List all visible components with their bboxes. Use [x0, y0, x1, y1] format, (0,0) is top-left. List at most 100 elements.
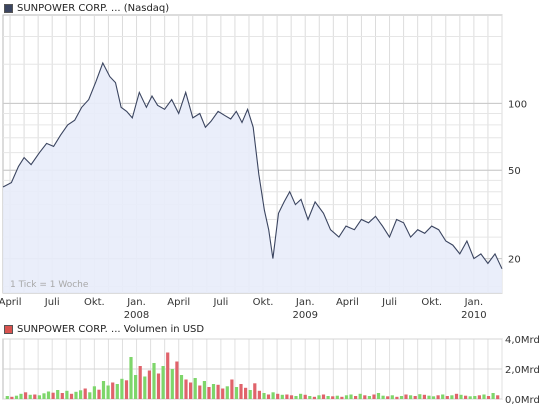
volume-bar — [74, 391, 78, 399]
volume-bar — [399, 396, 404, 399]
volume-bar — [101, 381, 106, 399]
volume-bar — [450, 395, 454, 400]
volume-bar — [299, 393, 303, 400]
volume-bar — [24, 392, 28, 400]
volume-legend: SUNPOWER CORP. ... Volumen in USD — [4, 323, 204, 335]
volume-bar — [175, 361, 179, 399]
volume-bar — [271, 392, 275, 400]
volume-bar — [390, 395, 394, 400]
volume-bar — [106, 385, 110, 399]
volume-bar — [193, 378, 197, 399]
x-tick-label: Juli — [381, 297, 397, 308]
y-tick-label: 20 — [508, 255, 521, 266]
volume-bar — [372, 394, 376, 399]
volume-bar — [33, 394, 37, 399]
volume-bar — [477, 395, 481, 400]
volume-bar — [276, 393, 280, 400]
volume-bar — [363, 395, 367, 400]
volume-bar — [88, 392, 92, 400]
volume-bar — [5, 396, 9, 399]
volume-bar — [395, 396, 399, 400]
volume-bar — [230, 379, 234, 399]
volume-tick-label: 2,0Mrd — [505, 365, 540, 376]
volume-bar — [289, 395, 294, 400]
volume-bar — [486, 396, 491, 399]
volume-bar — [409, 395, 413, 400]
x-tick-label: Jan. — [295, 297, 315, 308]
volume-bar — [143, 376, 147, 399]
x-tick-label: Okt. — [84, 297, 105, 308]
volume-bar — [65, 390, 69, 400]
volume-bar — [367, 396, 371, 399]
volume-bar — [115, 384, 119, 399]
volume-bar — [79, 390, 83, 399]
volume-bar — [491, 393, 495, 399]
x-tick-label: Juli — [212, 297, 228, 308]
volume-bar — [60, 393, 64, 399]
volume-bar — [37, 395, 41, 400]
volume-bar — [92, 386, 96, 400]
volume-bar — [441, 394, 445, 399]
x-tick-label: Jan. — [126, 297, 146, 308]
volume-bar — [225, 386, 229, 400]
volume-bar — [386, 396, 390, 399]
volume-bar — [120, 378, 124, 400]
volume-bar — [216, 384, 220, 400]
volume-bar — [376, 393, 381, 399]
volume-bar — [184, 379, 188, 399]
volume-bar — [147, 370, 151, 399]
volume-bar — [211, 384, 216, 399]
volume-bar — [321, 394, 326, 399]
volume-bar — [317, 395, 321, 400]
tick-annotation: 1 Tick = 1 Woche — [10, 280, 89, 290]
volume-bar — [19, 393, 23, 400]
volume-bar — [454, 393, 459, 400]
volume-bar — [83, 388, 87, 399]
x-tick-label: Jan. — [464, 297, 484, 308]
volume-bar — [285, 394, 289, 399]
x-tick-year-label: 2010 — [461, 310, 486, 321]
volume-bar — [69, 393, 74, 400]
volume-bar — [248, 390, 252, 399]
volume-bar — [349, 394, 353, 399]
x-tick-year-label: 2008 — [124, 310, 149, 321]
volume-bar — [46, 391, 51, 399]
x-tick-label: Okt. — [253, 297, 274, 308]
volume-bar — [124, 380, 129, 400]
volume-bar — [413, 396, 417, 399]
volume-bar — [253, 383, 257, 400]
volume-tick-label: 0,0Mrd — [505, 395, 540, 406]
volume-bar — [42, 393, 46, 399]
x-tick-label: April — [167, 297, 190, 308]
volume-bar — [156, 373, 161, 399]
volume-bar — [482, 394, 486, 399]
volume-tick-label: 4,0Mrd — [505, 335, 540, 346]
volume-bar — [331, 396, 335, 399]
volume-bar — [202, 381, 206, 399]
volume-bar — [14, 395, 19, 399]
price-legend-swatch — [4, 3, 13, 13]
volume-bar — [239, 384, 243, 399]
volume-bar — [358, 393, 362, 400]
volume-bar — [170, 369, 174, 399]
volume-bar — [418, 394, 422, 399]
volume-bar — [308, 396, 312, 399]
volume-bar — [221, 388, 225, 399]
volume-bar — [473, 396, 477, 399]
volume-bar — [10, 396, 14, 400]
volume-bar — [111, 382, 115, 399]
volume-bar — [431, 396, 436, 399]
volume-bar — [189, 382, 193, 399]
volume-bar — [422, 394, 426, 399]
volume-bar — [179, 375, 184, 399]
volume-bar — [335, 395, 339, 399]
price-legend: SUNPOWER CORP. ... (Nasdaq) — [4, 2, 169, 14]
volume-bar — [198, 385, 202, 399]
volume-bar — [459, 394, 463, 399]
x-tick-year-label: 2009 — [292, 310, 317, 321]
volume-bar — [134, 375, 138, 399]
volume-bar — [468, 396, 472, 399]
y-tick-label: 100 — [508, 99, 527, 110]
volume-bar — [207, 387, 211, 399]
